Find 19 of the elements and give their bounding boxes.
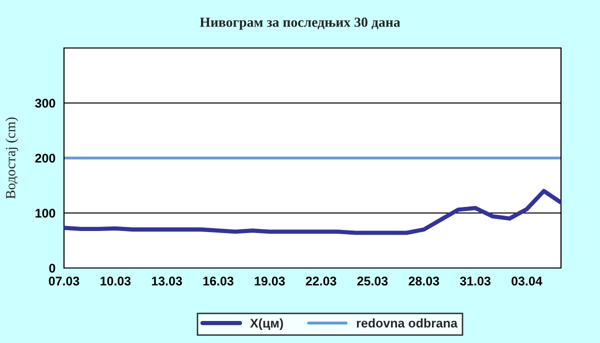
x-tick-label: 13.03 bbox=[152, 276, 182, 286]
x-tick-label: 03.04 bbox=[512, 276, 542, 286]
y-tick-label: 200 bbox=[35, 154, 56, 163]
chart-title: Нивограм за последњих 30 дана bbox=[200, 18, 400, 30]
y-axis-title: Водостај (cm) bbox=[6, 117, 18, 199]
x-tick-label: 25.03 bbox=[357, 276, 388, 286]
y-tick-label: 0 bbox=[49, 264, 56, 273]
x-tick-label: 07.03 bbox=[48, 276, 80, 286]
line-series bbox=[64, 188, 561, 235]
x-tick-label: 28.03 bbox=[408, 276, 440, 286]
x-tick-label: 16.03 bbox=[203, 276, 234, 286]
legend-label: X(цм) bbox=[250, 318, 283, 330]
y-tick-label: 300 bbox=[35, 98, 56, 108]
x-tick-label: 10.03 bbox=[100, 276, 131, 286]
legend-label: redovna odbrana bbox=[356, 318, 458, 328]
x-tick-label: 19.03 bbox=[254, 276, 285, 286]
y-tick-label: 100 bbox=[36, 208, 56, 218]
x-tick-label: 31.03 bbox=[460, 276, 490, 286]
x-tick-label: 22.03 bbox=[306, 276, 336, 286]
